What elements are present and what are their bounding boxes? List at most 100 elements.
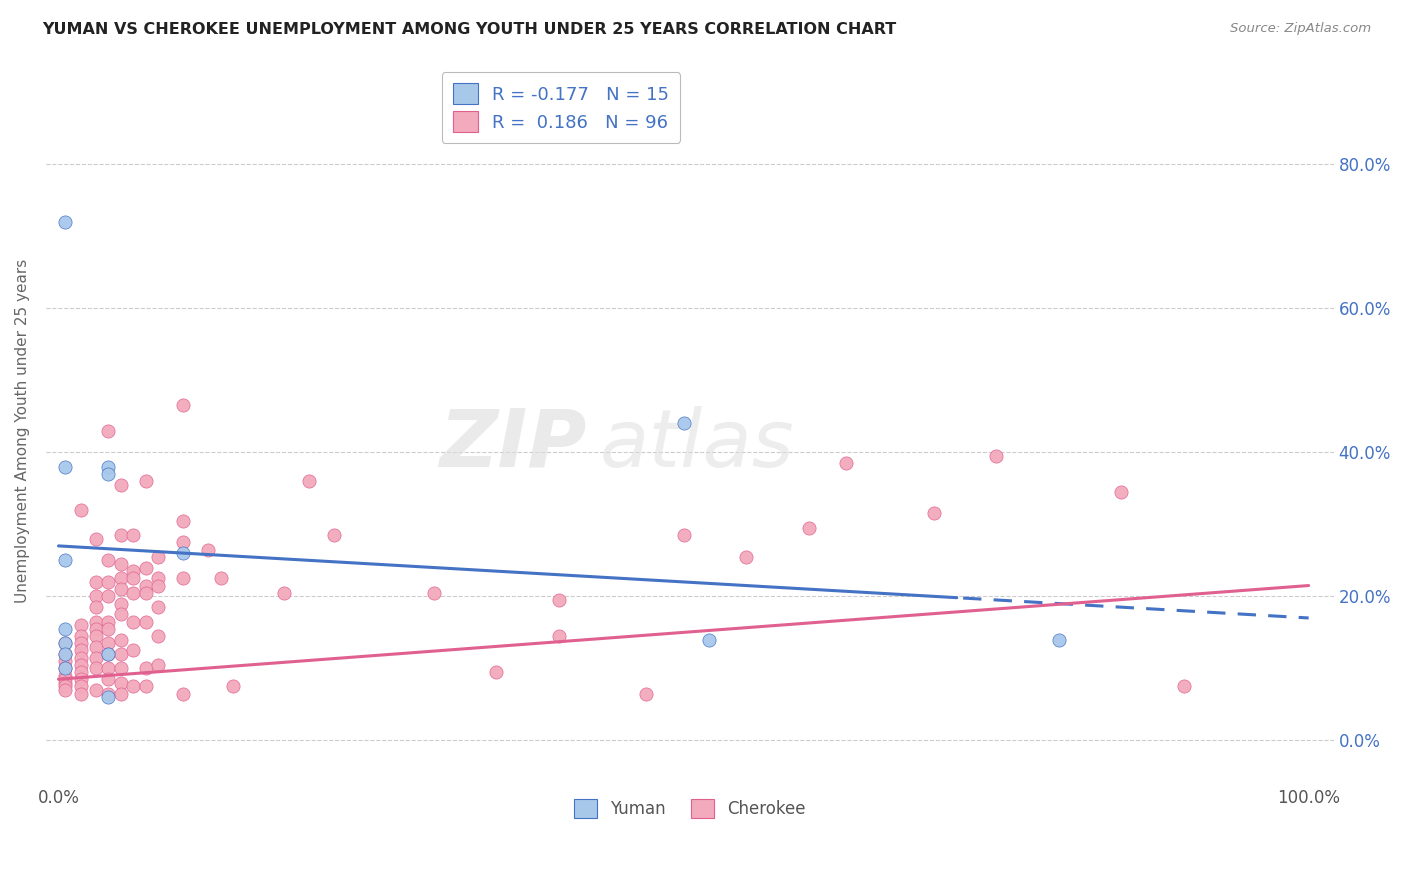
Point xyxy=(1047,632,1070,647)
Text: YUMAN VS CHEROKEE UNEMPLOYMENT AMONG YOUTH UNDER 25 YEARS CORRELATION CHART: YUMAN VS CHEROKEE UNEMPLOYMENT AMONG YOU… xyxy=(42,22,897,37)
Point xyxy=(110,597,132,611)
Point xyxy=(1173,680,1195,694)
Point xyxy=(97,647,120,661)
Point xyxy=(97,459,120,474)
Point xyxy=(84,590,107,604)
Point xyxy=(97,672,120,686)
Point xyxy=(84,629,107,643)
Point xyxy=(110,687,132,701)
Point xyxy=(485,665,508,679)
Point xyxy=(110,528,132,542)
Legend: Yuman, Cherokee: Yuman, Cherokee xyxy=(567,792,813,825)
Point xyxy=(97,574,120,589)
Point xyxy=(547,629,569,643)
Point xyxy=(53,672,76,686)
Point xyxy=(173,535,195,549)
Point xyxy=(97,687,120,701)
Point xyxy=(97,690,120,705)
Point xyxy=(135,615,157,629)
Point xyxy=(70,665,93,679)
Point xyxy=(53,683,76,698)
Point xyxy=(135,578,157,592)
Point xyxy=(110,647,132,661)
Point xyxy=(110,607,132,622)
Point xyxy=(135,661,157,675)
Point xyxy=(135,474,157,488)
Point xyxy=(53,668,76,682)
Text: Source: ZipAtlas.com: Source: ZipAtlas.com xyxy=(1230,22,1371,36)
Point xyxy=(122,615,145,629)
Point xyxy=(97,615,120,629)
Point xyxy=(53,214,76,228)
Point xyxy=(697,632,720,647)
Point xyxy=(84,600,107,615)
Point xyxy=(97,467,120,481)
Point xyxy=(70,687,93,701)
Point xyxy=(672,417,695,431)
Point xyxy=(53,647,76,661)
Point xyxy=(672,528,695,542)
Point xyxy=(135,586,157,600)
Point xyxy=(53,654,76,668)
Point xyxy=(84,683,107,698)
Point xyxy=(173,571,195,585)
Point xyxy=(110,661,132,675)
Point xyxy=(173,687,195,701)
Point xyxy=(209,571,232,585)
Point xyxy=(110,582,132,596)
Point xyxy=(53,622,76,636)
Point xyxy=(53,676,76,690)
Point xyxy=(70,618,93,632)
Point xyxy=(122,586,145,600)
Point xyxy=(70,650,93,665)
Point xyxy=(173,398,195,412)
Text: ZIP: ZIP xyxy=(440,406,586,483)
Point xyxy=(53,661,76,675)
Point xyxy=(70,672,93,686)
Point xyxy=(922,507,945,521)
Point xyxy=(70,680,93,694)
Point xyxy=(70,629,93,643)
Point xyxy=(84,574,107,589)
Point xyxy=(53,661,76,675)
Point xyxy=(173,514,195,528)
Point xyxy=(97,647,120,661)
Point xyxy=(547,593,569,607)
Point xyxy=(70,636,93,650)
Point xyxy=(97,590,120,604)
Point xyxy=(735,549,758,564)
Point xyxy=(84,532,107,546)
Point xyxy=(70,643,93,657)
Point xyxy=(148,549,170,564)
Text: atlas: atlas xyxy=(600,406,794,483)
Point xyxy=(273,586,295,600)
Point xyxy=(122,643,145,657)
Point xyxy=(135,560,157,574)
Point xyxy=(148,657,170,672)
Point xyxy=(797,521,820,535)
Point xyxy=(197,542,219,557)
Point xyxy=(135,680,157,694)
Point xyxy=(110,557,132,571)
Point xyxy=(53,459,76,474)
Point xyxy=(984,449,1007,463)
Point xyxy=(97,661,120,675)
Point xyxy=(835,456,858,470)
Point xyxy=(97,553,120,567)
Point xyxy=(422,586,444,600)
Point xyxy=(84,640,107,654)
Point xyxy=(222,680,245,694)
Point xyxy=(97,424,120,438)
Point xyxy=(84,615,107,629)
Point xyxy=(122,564,145,578)
Point xyxy=(53,553,76,567)
Point xyxy=(148,600,170,615)
Point xyxy=(297,474,319,488)
Point xyxy=(97,622,120,636)
Point xyxy=(148,629,170,643)
Point xyxy=(122,571,145,585)
Point xyxy=(322,528,344,542)
Point xyxy=(1109,484,1132,499)
Point xyxy=(110,477,132,491)
Point xyxy=(173,546,195,560)
